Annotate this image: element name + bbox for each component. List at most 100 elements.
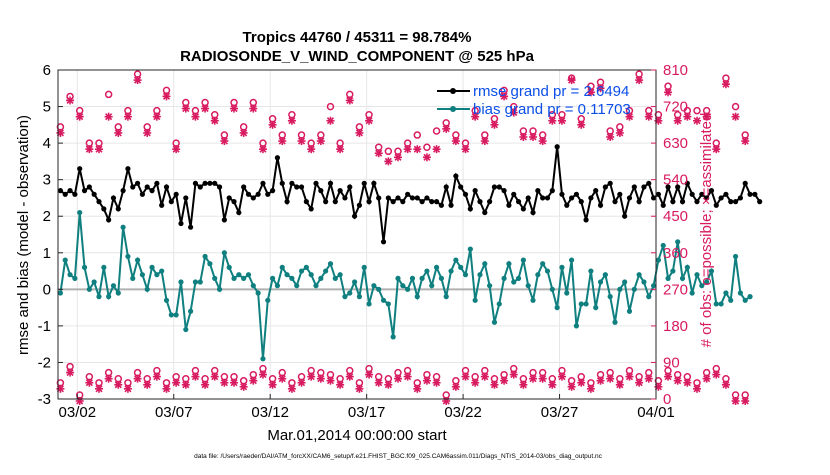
assimilated-count-marker — [712, 370, 721, 379]
x-tick-label: 03/12 — [251, 404, 289, 421]
left-tick-label: -1 — [38, 318, 51, 335]
right-tick-label: 0 — [663, 391, 671, 408]
x-tick-label: 03/07 — [155, 404, 193, 421]
assimilated-count-marker — [143, 128, 152, 137]
rmse-point — [665, 184, 671, 190]
rmse-point — [255, 191, 261, 197]
assimilated-count-marker — [596, 84, 605, 93]
assimilated-count-marker — [355, 128, 364, 137]
asterisk-stroke — [577, 379, 585, 387]
rmse-point — [91, 191, 97, 197]
rmse-point — [298, 184, 305, 190]
bias-point — [424, 268, 430, 274]
rmse-point — [694, 199, 700, 205]
asterisk-stroke — [278, 137, 286, 145]
assimilated-count-marker — [586, 88, 595, 97]
bias-point — [670, 268, 676, 274]
rmse-point — [530, 209, 536, 216]
rmse-point — [96, 199, 102, 205]
rmse-point — [376, 195, 382, 201]
asterisk-stroke — [664, 373, 672, 381]
asterisk-stroke — [500, 377, 508, 385]
rmse-point — [438, 202, 444, 208]
assimilated-count-marker — [239, 128, 248, 137]
rmse-point — [511, 191, 517, 197]
rmse-point — [448, 202, 454, 208]
bias-point — [540, 261, 546, 267]
assimilated-count-marker — [664, 372, 673, 381]
assimilated-count-marker — [336, 380, 345, 389]
rmse-point — [154, 180, 160, 186]
assimilated-count-marker — [75, 112, 84, 121]
asterisk-stroke — [346, 96, 354, 104]
rmse-point — [356, 202, 363, 208]
rmse-point — [554, 144, 560, 150]
bias-point — [308, 272, 314, 278]
asterisk-stroke — [394, 153, 402, 161]
bias-point — [679, 275, 686, 281]
rmse-point — [631, 184, 637, 190]
rmse-point — [226, 195, 232, 201]
legend-marker-1 — [450, 106, 456, 112]
bias-point — [197, 279, 203, 285]
assimilated-count-marker — [85, 145, 94, 154]
rmse-point — [564, 202, 570, 208]
bias-point — [617, 286, 623, 292]
bias-point — [173, 312, 179, 318]
asterisk-stroke — [461, 145, 470, 153]
asterisk-stroke — [105, 113, 113, 121]
asterisk-stroke — [336, 381, 344, 389]
asterisk-stroke — [172, 145, 180, 153]
possible-count-marker — [413, 131, 422, 139]
assimilated-count-marker — [278, 374, 287, 383]
asterisk-stroke — [703, 375, 711, 383]
bias-point — [192, 279, 199, 285]
bias-point — [323, 268, 329, 274]
rmse-point — [728, 199, 734, 205]
axes: -3 -2 -1 0 1 2 3 4 5 6 0 90 180 270 360 450 540 630 720 810… — [38, 62, 688, 421]
bias-point — [665, 275, 671, 281]
rmse-point — [708, 188, 715, 194]
rmse-point — [757, 199, 763, 205]
rmse-point — [77, 166, 83, 172]
bias-point — [380, 297, 387, 303]
assimilated-count-marker — [114, 128, 123, 137]
asterisk-stroke — [66, 96, 74, 104]
assimilated-count-marker — [94, 145, 103, 154]
rmse-point — [670, 199, 676, 205]
bias-point — [400, 283, 406, 289]
left-tick-label: 0 — [43, 281, 51, 298]
bias-point — [737, 290, 743, 296]
rmse-point — [327, 180, 334, 186]
rmse-point — [260, 180, 266, 186]
rmse-point — [216, 184, 223, 190]
bias-point — [501, 275, 507, 281]
rmse-point — [535, 188, 541, 194]
assimilated-count-marker — [702, 374, 711, 383]
bias-point — [347, 290, 353, 296]
bias-point — [723, 290, 729, 296]
assimilated-count-marker — [201, 380, 210, 389]
bias-point — [212, 275, 218, 281]
rmse-point — [467, 206, 473, 212]
assimilated-count-marker — [721, 380, 730, 389]
bias-point — [313, 283, 319, 289]
assimilated-count-marker — [258, 370, 267, 379]
assimilated-count-marker — [500, 92, 509, 101]
grid-lines — [58, 69, 657, 400]
assimilated-count-marker — [432, 378, 441, 387]
bias-point — [409, 275, 416, 281]
assimilated-count-marker — [422, 376, 431, 385]
asterisk-stroke — [317, 137, 325, 145]
rmse-point — [646, 180, 652, 186]
legend-label-0: rmse grand pr = 2.6494 — [473, 83, 629, 100]
assimilated-count-marker — [104, 374, 113, 383]
rmse-point — [675, 184, 681, 190]
assimilated-count-marker — [374, 378, 383, 387]
rmse-point — [414, 195, 420, 201]
asterisk-stroke — [220, 379, 228, 387]
bias-point — [506, 261, 512, 267]
assimilated-count-marker — [104, 112, 113, 121]
assimilated-count-marker — [355, 384, 364, 393]
x-axis-label: Mar.01,2014 00:00:00 start — [267, 427, 447, 444]
